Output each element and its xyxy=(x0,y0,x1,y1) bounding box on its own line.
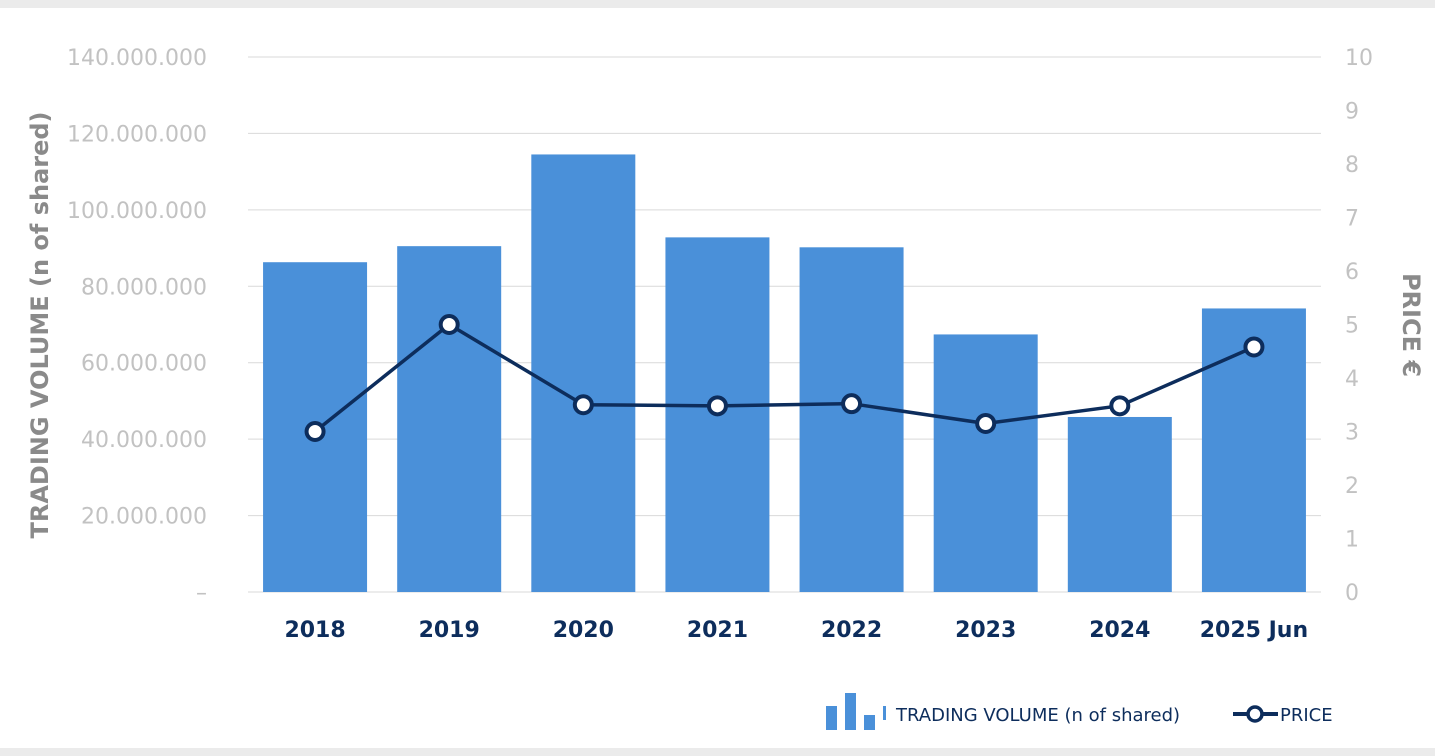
price-point xyxy=(438,314,460,335)
right-tick-label: 6 xyxy=(1345,260,1359,285)
right-tick-label: 2 xyxy=(1345,474,1359,499)
right-tick-label: 4 xyxy=(1345,367,1359,392)
price-point xyxy=(304,421,326,442)
category-label: 2023 xyxy=(955,618,1016,643)
bottom-frame-stripe xyxy=(0,748,1435,756)
category-label: 2024 xyxy=(1089,618,1150,643)
right-tick-label: 9 xyxy=(1345,100,1359,125)
right-tick-label: 10 xyxy=(1345,46,1373,71)
price-point xyxy=(572,394,594,416)
price-point xyxy=(975,412,997,434)
right-tick-label: 1 xyxy=(1345,528,1359,553)
right-tick-label: 0 xyxy=(1345,581,1359,606)
price-line xyxy=(304,314,1265,442)
price-series-line xyxy=(313,322,1255,433)
right-tick-label: 8 xyxy=(1345,153,1359,178)
category-label: 2022 xyxy=(821,618,882,643)
left-tick-label: 40.000.000 xyxy=(81,428,207,453)
top-frame-stripe xyxy=(0,0,1435,8)
left-tick-label: 120.000.000 xyxy=(67,122,207,147)
price-point xyxy=(841,393,863,415)
volume-bar xyxy=(397,246,502,593)
category-label: 2019 xyxy=(419,618,480,643)
category-label: 2018 xyxy=(284,618,345,643)
price-point xyxy=(1243,336,1265,358)
left-tick-label: 100.000.000 xyxy=(67,199,207,224)
category-label: 2025 Jun xyxy=(1200,618,1308,643)
right-tick-label: 7 xyxy=(1345,207,1359,232)
left-axis-title: TRADING VOLUME (n of shared) xyxy=(26,111,54,538)
volume-bar xyxy=(933,334,1038,592)
category-labels: 2018 2019 2020 2021 2022 2023 2024 2025 Jun xyxy=(284,618,1308,643)
legend-line-icon xyxy=(1233,705,1278,723)
volume-bar xyxy=(531,154,636,593)
left-tick-label: 80.000.000 xyxy=(81,275,207,300)
left-axis-ticks: – 20.000.000 40.000.000 60.000.000 80.000.00… xyxy=(67,46,207,606)
right-tick-label: 3 xyxy=(1345,421,1359,446)
volume-bar xyxy=(799,247,904,593)
price-point xyxy=(1109,395,1131,417)
legend-volume-label: TRADING VOLUME (n of shared) xyxy=(895,705,1180,726)
right-axis-ticks: 0 1 2 3 4 5 6 7 8 9 10 xyxy=(1345,46,1373,606)
right-axis-title: PRICE € xyxy=(1397,273,1425,377)
price-point xyxy=(706,395,728,417)
left-tick-label: 140.000.000 xyxy=(67,46,207,71)
legend-price-label: PRICE xyxy=(1280,705,1333,726)
volume-bar xyxy=(1067,416,1172,592)
left-tick-label: 20.000.000 xyxy=(81,505,207,530)
left-tick-label: – xyxy=(196,581,207,606)
legend-bar-icon xyxy=(826,693,886,730)
right-tick-label: 5 xyxy=(1345,314,1359,339)
left-tick-label: 60.000.000 xyxy=(81,352,207,377)
category-label: 2021 xyxy=(687,618,748,643)
category-label: 2020 xyxy=(553,618,614,643)
volume-bars xyxy=(263,154,1306,593)
legend: TRADING VOLUME (n of shared) PRICE xyxy=(826,693,1333,730)
